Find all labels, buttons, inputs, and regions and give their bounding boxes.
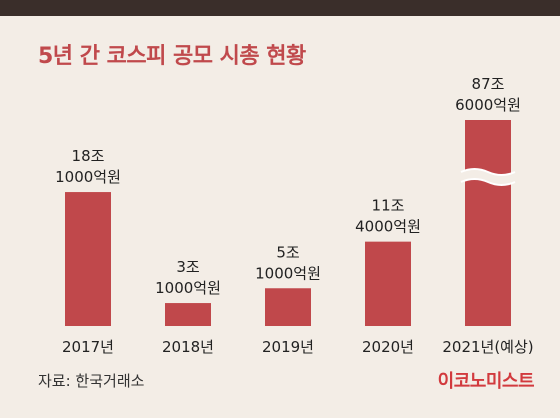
value-label: 4000억원 (355, 218, 421, 236)
value-label: 1000억원 (55, 168, 121, 186)
value-label: 1000억원 (255, 264, 321, 282)
bar-2021년(예상) (465, 120, 511, 326)
value-label: 3조 (176, 258, 200, 276)
value-label: 11조 (372, 197, 405, 215)
value-label: 87조 (472, 75, 505, 93)
axis-break-mark (461, 169, 515, 185)
category-label: 2017년 (62, 338, 114, 356)
value-label: 5조 (276, 243, 300, 261)
value-label: 1000억원 (155, 279, 221, 297)
bar-2020년 (365, 241, 411, 326)
axis-break-line-1 (460, 168, 516, 176)
axis-break-line-2 (460, 178, 516, 186)
category-label: 2019년 (262, 338, 314, 356)
bar-2018년 (165, 303, 211, 326)
bar-2019년 (265, 288, 311, 326)
category-label: 2020년 (362, 338, 414, 356)
bar-2017년 (65, 192, 111, 326)
category-label: 2021년(예상) (442, 338, 533, 356)
top-bar (0, 0, 560, 16)
publisher-logo: 이코노미스트 (437, 371, 535, 392)
source-note: 자료: 한국거래소 (38, 372, 145, 390)
chart-title: 5년 간 코스피 공모 시총 현황 (38, 44, 306, 69)
value-label: 6000억원 (455, 96, 521, 114)
value-label: 18조 (72, 147, 105, 165)
category-label: 2018년 (162, 338, 214, 356)
